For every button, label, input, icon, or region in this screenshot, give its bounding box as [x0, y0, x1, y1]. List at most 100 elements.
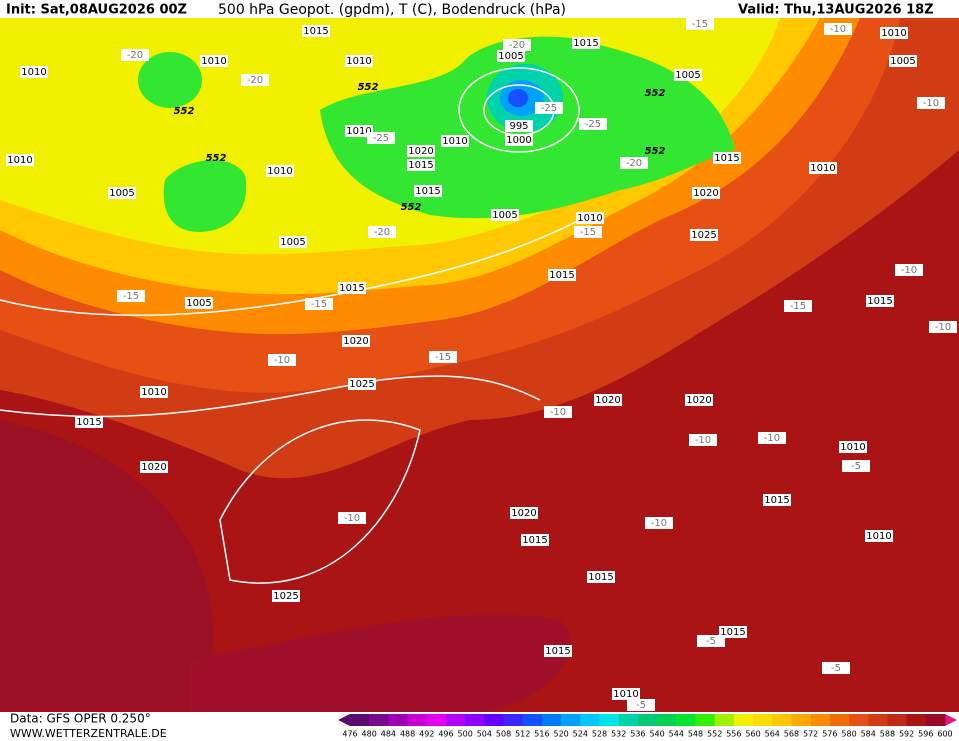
- isobar-label-box: [510, 507, 538, 519]
- isobar-label-box: [889, 55, 917, 67]
- geopotential-label: 552: [645, 146, 666, 157]
- isobar-label: 1015: [303, 26, 328, 37]
- temperature-label: -10: [274, 355, 290, 366]
- isobar-label: 1010: [267, 166, 292, 177]
- isobar-label-box: [690, 229, 718, 241]
- legend-label: 600: [937, 730, 952, 739]
- map-fields: [0, 18, 959, 712]
- geopotential-label: 552: [174, 106, 195, 117]
- temperature-label: -10: [344, 513, 360, 524]
- isobar-label: 1015: [867, 296, 892, 307]
- isobar-label: 1025: [691, 230, 716, 241]
- isobar-label-box: [587, 571, 615, 583]
- temperature-label: -5: [706, 636, 716, 647]
- legend-swatch: [522, 714, 543, 726]
- isobar-label: 1005: [186, 298, 211, 309]
- isobar-label: 1015: [588, 572, 613, 583]
- isobar-label: 1005: [280, 237, 305, 248]
- color-legend: 476 480 484 488 492 496 500 504 508 512 516 520 524 5…: [338, 714, 957, 739]
- legend-swatch: [407, 714, 428, 726]
- temperature-label: -15: [692, 19, 708, 30]
- temperature-label: -20: [127, 50, 143, 61]
- isobar-label: 1010: [613, 689, 638, 700]
- isobar-label-box: [407, 145, 435, 157]
- isobar-label: 1025: [273, 591, 298, 602]
- isobar-label: 1010: [866, 531, 891, 542]
- legend-swatch: [868, 714, 888, 726]
- header-bar: [0, 0, 959, 18]
- isobar-label-box: [75, 416, 103, 428]
- legend-label: 588: [880, 730, 895, 739]
- isobar-label-box: [342, 335, 370, 347]
- isobar-label: 1005: [675, 70, 700, 81]
- legend-label: 532: [611, 730, 626, 739]
- legend-swatch: [733, 714, 754, 726]
- isobar-label-box: [491, 209, 519, 221]
- map-labels: 1015 1010 1010 1010 1005 1015 1005 1010 1005 995 1…: [6, 18, 957, 711]
- isobar-label: 1015: [339, 283, 364, 294]
- temperature-label: -10: [901, 265, 917, 276]
- temperature-label: -10: [923, 98, 939, 109]
- legend-label: 508: [496, 730, 511, 739]
- legend-label: 504: [477, 730, 492, 739]
- temperature-label-box: [121, 49, 149, 61]
- temperature-label-box: [758, 432, 786, 444]
- legend-swatch: [599, 714, 620, 726]
- temperature-label-box: [429, 351, 457, 363]
- temperature-label-box: [627, 699, 655, 711]
- legend-swatch: [925, 714, 946, 726]
- isobar-label-box: [505, 120, 533, 132]
- isobar-label: 1005: [109, 188, 134, 199]
- isobar-label-box: [272, 590, 300, 602]
- temperature-label: -25: [373, 133, 389, 144]
- temperature-label-box: [822, 662, 850, 674]
- isobar-label-box: [345, 125, 373, 137]
- temperature-label: -20: [626, 158, 642, 169]
- isobar-label: 1020: [141, 462, 166, 473]
- isobar-label: 1000: [506, 135, 531, 146]
- isobar: [219, 419, 421, 584]
- isobar-label-box: [572, 37, 600, 49]
- temperature-label: -25: [585, 119, 601, 130]
- temperature-label-box: [697, 635, 725, 647]
- temperature-label-box: [268, 354, 296, 366]
- isobar-label-box: [279, 236, 307, 248]
- geopotential-label: 552: [358, 82, 379, 93]
- isobar-label-box: [200, 55, 228, 67]
- legend-swatch: [426, 714, 447, 726]
- legend-label: 488: [400, 730, 415, 739]
- temperature-label: -10: [830, 24, 846, 35]
- temperature-label-box: [117, 290, 145, 302]
- field-dark: [190, 614, 571, 712]
- isobar-label: 1010: [346, 126, 371, 137]
- temperature-label: -10: [935, 322, 951, 333]
- legend-label: 476: [342, 730, 357, 739]
- legend-arrow-low: [338, 714, 350, 726]
- legend-swatch: [561, 714, 581, 726]
- isobar-label: 1005: [890, 56, 915, 67]
- legend-label: 536: [630, 730, 645, 739]
- temperature-label: -15: [790, 301, 806, 312]
- temperature-label: -10: [651, 518, 667, 529]
- temperature-label: -20: [509, 40, 525, 51]
- isobar-label: 1015: [573, 38, 598, 49]
- legend-label: 576: [822, 730, 837, 739]
- legend-swatch: [676, 714, 696, 726]
- temperature-label-box: [367, 132, 395, 144]
- isobar-label-box: [548, 269, 576, 281]
- temperature-label-box: [784, 300, 812, 312]
- temperature-label-box: [338, 512, 366, 524]
- isobar-label: 1010: [21, 67, 46, 78]
- map-title: 500 hPa Geopot. (gpdm), T (C), Bodendruc…: [218, 2, 566, 18]
- isobar-label: 1020: [686, 395, 711, 406]
- legend-swatch: [388, 714, 409, 726]
- legend-label: 556: [726, 730, 741, 739]
- legend-swatch: [714, 714, 735, 726]
- isobar-label-box: [6, 154, 34, 166]
- legend-swatch: [580, 714, 601, 726]
- isobar-label: 1010: [346, 56, 371, 67]
- legend-swatch: [887, 714, 908, 726]
- isobar-label: 1005: [498, 51, 523, 62]
- temperature-label: -25: [541, 103, 557, 114]
